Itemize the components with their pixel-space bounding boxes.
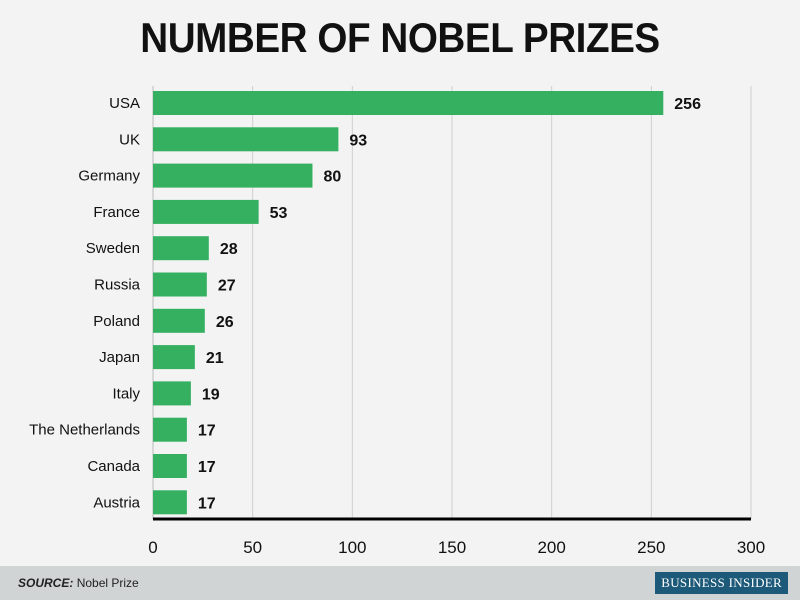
chart-title: NUMBER OF NOBEL PRIZES [140, 14, 660, 61]
bar [153, 163, 313, 188]
bar [153, 417, 187, 442]
business-insider-logo: BUSINESS INSIDER [655, 572, 788, 594]
bar [153, 272, 207, 297]
y-tick-label: Canada [87, 458, 140, 475]
data-label: 26 [216, 314, 234, 331]
bar [153, 345, 195, 370]
y-tick-label: Sweden [86, 240, 140, 257]
x-tick-label: 50 [243, 538, 262, 557]
x-tick-label: 0 [148, 538, 157, 557]
x-tick-label: 100 [338, 538, 366, 557]
bar [153, 381, 191, 406]
data-label: 17 [198, 495, 216, 512]
y-tick-label: The Netherlands [29, 422, 140, 439]
y-tick-label: Austria [93, 494, 140, 511]
data-label: 21 [206, 350, 224, 367]
x-tick-label: 300 [737, 538, 765, 557]
y-tick-label: Germany [78, 168, 140, 185]
source-note: SOURCE: Nobel Prize [18, 576, 139, 590]
bar [153, 236, 209, 261]
y-tick-label: USA [109, 95, 140, 112]
data-label: 93 [349, 132, 367, 149]
y-tick-label: Japan [99, 349, 140, 366]
bar [153, 454, 187, 478]
data-label: 19 [202, 386, 220, 403]
y-tick-label: Poland [93, 313, 140, 330]
x-tick-label: 200 [537, 538, 565, 557]
data-label: 28 [220, 241, 238, 258]
data-label: 17 [198, 423, 216, 440]
bar [153, 127, 339, 152]
data-label: 256 [674, 96, 701, 113]
source-text: Nobel Prize [76, 576, 139, 590]
footer: SOURCE: Nobel Prize BUSINESS INSIDER [0, 566, 800, 600]
y-tick-label: France [93, 204, 140, 221]
data-label: 17 [198, 459, 216, 476]
bar [153, 308, 205, 333]
bar [153, 199, 259, 224]
x-tick-label: 150 [438, 538, 466, 557]
data-label: 53 [270, 205, 288, 222]
y-tick-label: UK [119, 131, 140, 148]
bar [153, 490, 187, 515]
y-tick-label: Italy [112, 385, 140, 402]
x-tick-label: 250 [637, 538, 665, 557]
y-tick-label: Russia [94, 277, 141, 294]
bar-chart: 0 50 100 150 200 250 300 USA 256 UK 93 Germany 80 Fra… [29, 86, 765, 557]
bar [153, 91, 664, 115]
data-label: 80 [323, 169, 341, 186]
source-label: SOURCE: [18, 576, 74, 590]
data-label: 27 [218, 278, 236, 295]
